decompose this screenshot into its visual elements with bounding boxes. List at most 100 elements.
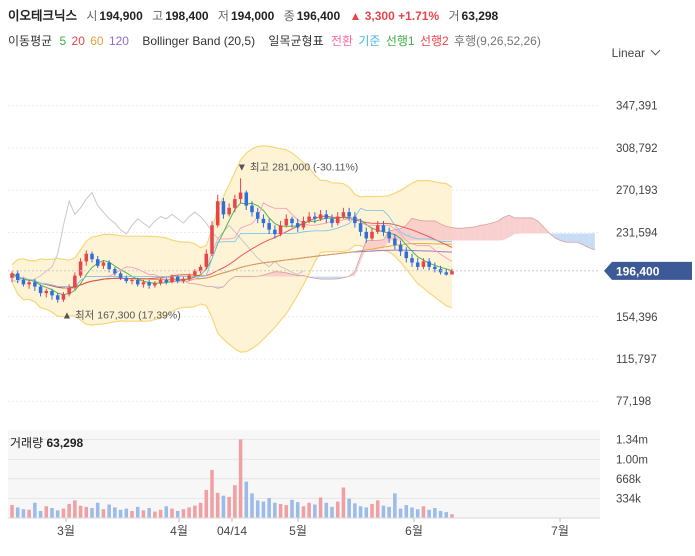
candle	[21, 277, 26, 287]
candle-body	[370, 231, 374, 239]
scale-mode-dropdown[interactable]: Linear	[612, 45, 661, 60]
candle-body	[198, 266, 203, 272]
ichimoku-cloud-segment	[423, 220, 430, 241]
ma-60[interactable]: 60	[90, 34, 104, 48]
ichimoku-cloud-segment	[269, 271, 275, 277]
ichimoku-cloud-segment	[457, 228, 464, 241]
candle-body	[238, 192, 243, 200]
volume-bar	[370, 503, 374, 518]
volume-bar	[433, 508, 437, 518]
bollinger-label[interactable]: Bollinger Band (20,5)	[142, 34, 256, 48]
candle-body	[210, 225, 214, 254]
volume-bar	[324, 502, 329, 518]
candle	[198, 264, 203, 274]
volume-bar	[278, 503, 283, 518]
ma-5[interactable]: 5	[59, 34, 67, 48]
candle-body	[267, 223, 271, 230]
candle-body	[358, 223, 363, 232]
candle	[55, 293, 60, 303]
candle	[313, 212, 317, 224]
ichimoku-cloud-segment	[434, 220, 441, 241]
volume-bar	[55, 510, 60, 518]
volume-panel-bg	[8, 430, 600, 518]
volume-bar	[244, 481, 249, 518]
candle	[33, 278, 37, 291]
volume-bar	[204, 489, 209, 518]
ichimoku-cloud-segment	[537, 220, 544, 234]
candle-body	[130, 280, 134, 282]
ichimoku-cloud-segment	[509, 215, 515, 238]
ichimoku-conversion: 전환	[330, 34, 354, 48]
ichimoku-cloud-segment	[589, 232, 595, 250]
ichimoku-cloud-segment	[503, 215, 510, 241]
candle-body	[318, 214, 323, 219]
candle	[135, 277, 140, 287]
candle-body	[135, 280, 140, 285]
candle	[381, 220, 386, 237]
close-value: 196,400	[296, 9, 341, 23]
volume-bar	[210, 469, 214, 518]
candle-body	[233, 199, 237, 208]
volume-bar	[387, 506, 391, 518]
volume-bar	[358, 506, 363, 518]
ichimoku-cloud-segment	[332, 276, 338, 280]
candle	[50, 288, 54, 300]
ichimoku-cloud-segment	[452, 227, 458, 241]
candle	[261, 214, 266, 228]
last-price-tag	[604, 261, 692, 280]
candle	[404, 247, 409, 263]
candle-body	[27, 282, 31, 285]
candle-body	[124, 277, 129, 282]
volume-bar	[307, 502, 311, 518]
candle-body	[15, 273, 20, 280]
candle	[255, 207, 260, 224]
candle-body	[410, 258, 414, 263]
volume-bar	[175, 510, 180, 518]
candle-body	[204, 253, 209, 267]
ichimoku-cloud-segment	[274, 271, 281, 277]
ma-label[interactable]: 이동평균	[8, 34, 53, 48]
ichimoku-label[interactable]: 일목균형표	[268, 34, 324, 48]
bollinger-band-fill	[12, 145, 452, 353]
candle	[130, 277, 134, 285]
candle-body	[284, 218, 289, 226]
low-annotation: ▲ 최저 167,300 (17.39%)	[62, 310, 181, 322]
candle-body	[33, 282, 37, 287]
ichimoku-cloud-segment	[366, 240, 372, 249]
volume-bar	[107, 504, 111, 518]
candle	[44, 288, 49, 298]
volume-bar	[381, 505, 386, 518]
volume-bar	[227, 496, 231, 518]
candle	[335, 212, 340, 226]
candle-body	[404, 251, 409, 259]
ichimoku-base-line	[12, 207, 452, 287]
ichimoku-lagging: 후행(9,26,52,26)	[454, 34, 541, 48]
volume-bar	[118, 509, 123, 518]
candle-body	[10, 273, 14, 278]
candle	[90, 251, 94, 263]
high-annotation: ▼ 최고 281,000 (-30.11%)	[237, 161, 359, 173]
y-tick-label: 115,797	[616, 354, 657, 366]
high-label: 고	[152, 9, 164, 23]
ichimoku-cloud-segment	[469, 226, 475, 241]
candle	[358, 218, 363, 237]
volume-bar	[393, 493, 397, 518]
ma-120[interactable]: 120	[108, 34, 129, 48]
candle-body	[353, 216, 357, 224]
volume-bar	[290, 499, 294, 518]
volume-bar	[198, 502, 203, 518]
candle-body	[250, 205, 254, 213]
candle-body	[415, 262, 420, 267]
volume-bar	[341, 487, 346, 518]
volume-bar	[130, 510, 134, 518]
candle-body	[175, 276, 180, 282]
candle-body	[261, 218, 266, 224]
ma-20[interactable]: 20	[71, 34, 85, 48]
volume-value: 63,298	[461, 9, 499, 23]
candle-body	[313, 216, 317, 219]
ichimoku-cloud-segment	[417, 219, 424, 241]
candle-body	[278, 225, 283, 235]
ichimoku-base: 기준	[358, 34, 381, 48]
candle	[370, 227, 374, 241]
